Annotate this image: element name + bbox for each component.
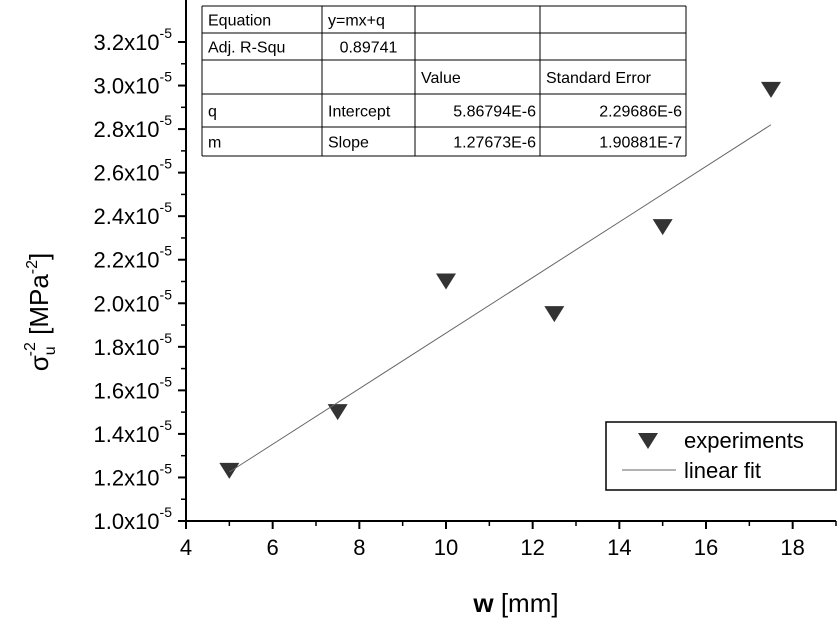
table-cell: y=mx+q bbox=[328, 13, 385, 30]
y-axis-label-unit-open: [MPa bbox=[24, 274, 54, 342]
y-tick-label: 1.8x10-5 bbox=[93, 330, 172, 360]
experiment-point bbox=[544, 306, 565, 323]
experiment-point bbox=[327, 404, 348, 421]
legend: experiments linear fit bbox=[605, 421, 837, 491]
table-cell: Intercept bbox=[328, 104, 391, 121]
table-background bbox=[202, 6, 686, 156]
fit-results-table: Equation y=mx+q Adj. R-Squ 0.89741 Value Stan… bbox=[201, 5, 687, 157]
y-tick-label: 2.2x10-5 bbox=[93, 243, 172, 273]
x-axis-label: w [mm] bbox=[472, 588, 558, 618]
table-cell: 2.29686E-6 bbox=[599, 104, 682, 121]
y-axis-label-unit-sup: -2 bbox=[24, 260, 41, 274]
legend-label-linear-fit: linear fit bbox=[684, 458, 761, 483]
x-tick-label: 6 bbox=[267, 535, 279, 560]
y-axis-ticks: 1.0x10-5 1.2x10-5 1.4x10-5 1.6x10-5 1.8x10-5… bbox=[93, 25, 186, 534]
table-cell: Adj. R-Squ bbox=[208, 40, 285, 57]
y-axis-label-sup: -2 bbox=[22, 342, 39, 356]
x-tick-label: 10 bbox=[434, 535, 458, 560]
x-axis-ticks: 4 6 8 10 12 14 16 18 bbox=[180, 521, 837, 560]
table-cell: 1.27673E-6 bbox=[453, 135, 536, 152]
legend-label-experiments: experiments bbox=[684, 428, 804, 453]
table-cell: Value bbox=[421, 70, 461, 87]
x-tick-label: 12 bbox=[520, 535, 544, 560]
experiment-point bbox=[219, 462, 240, 479]
series-layer bbox=[219, 81, 781, 479]
experiment-point bbox=[652, 219, 673, 236]
y-axis-label-unit-close: ] bbox=[24, 253, 54, 260]
table-cell: Standard Error bbox=[546, 70, 652, 87]
y-tick-label: 1.4x10-5 bbox=[93, 417, 172, 447]
y-tick-label: 1.6x10-5 bbox=[93, 373, 172, 403]
y-tick-label: 2.4x10-5 bbox=[93, 199, 172, 229]
x-tick-label: 18 bbox=[780, 535, 804, 560]
x-axis-label-main: w bbox=[472, 588, 494, 618]
y-axis-label: σu-2 [MPa-2] bbox=[22, 253, 59, 372]
x-tick-label: 14 bbox=[607, 535, 631, 560]
y-axis-label-base: σ bbox=[24, 355, 54, 371]
x-tick-label: 4 bbox=[180, 535, 192, 560]
table-cell: 1.90881E-7 bbox=[599, 135, 682, 152]
linear-fit-line bbox=[229, 124, 772, 473]
y-axis-label-sub: u bbox=[42, 346, 59, 355]
experiment-point bbox=[436, 273, 456, 290]
table-cell: Equation bbox=[208, 13, 271, 30]
y-tick-label: 3.0x10-5 bbox=[93, 69, 172, 99]
table-cell: q bbox=[208, 104, 217, 121]
y-tick-label: 2.0x10-5 bbox=[93, 286, 172, 316]
x-tick-label: 16 bbox=[694, 535, 718, 560]
y-tick-label: 1.2x10-5 bbox=[93, 460, 172, 490]
table-cell: Slope bbox=[328, 135, 369, 152]
y-tick-label: 2.6x10-5 bbox=[93, 156, 172, 186]
y-tick-label: 1.0x10-5 bbox=[93, 504, 172, 534]
legend-marker-experiments bbox=[638, 433, 658, 449]
table-cell: m bbox=[208, 135, 221, 152]
x-tick-label: 8 bbox=[353, 535, 365, 560]
table-cell: 5.86794E-6 bbox=[453, 104, 536, 121]
experiment-point bbox=[761, 81, 781, 98]
x-axis-label-unit: [mm] bbox=[494, 588, 559, 618]
y-tick-label: 2.8x10-5 bbox=[93, 112, 172, 142]
table-cell: 0.89741 bbox=[340, 40, 398, 57]
y-tick-label: 3.2x10-5 bbox=[93, 25, 172, 55]
